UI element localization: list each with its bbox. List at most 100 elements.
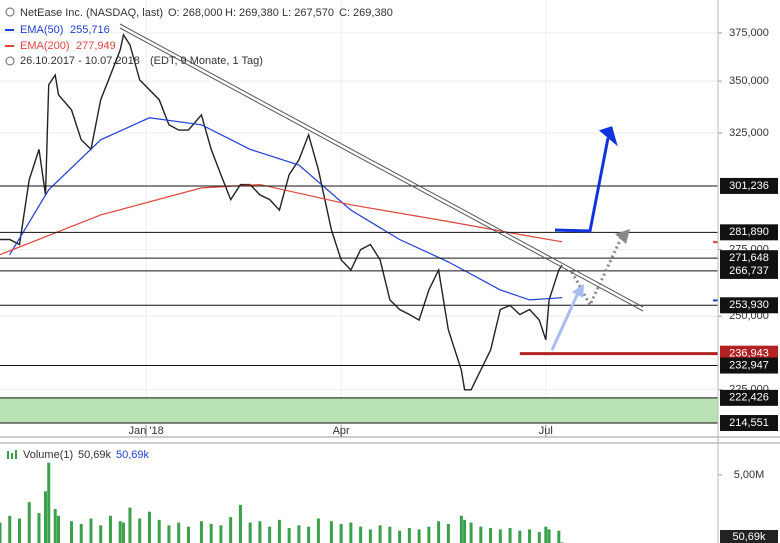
volume-bar xyxy=(258,521,262,543)
volume-bar xyxy=(157,519,161,543)
volume-bar xyxy=(528,529,532,543)
volume-bar xyxy=(108,515,112,543)
level-label: 232,947 xyxy=(729,359,769,371)
level-box xyxy=(720,224,778,241)
volume-bar xyxy=(479,526,483,543)
legend-name: EMA(200) xyxy=(20,40,70,52)
legend-value: 277,949 xyxy=(76,40,116,52)
volume-bar xyxy=(219,525,223,543)
date-range: 26.10.2017 - 10.07.2018 xyxy=(20,55,140,67)
x-tick-label: Jan '18 xyxy=(129,425,164,437)
volume-bar xyxy=(121,522,125,543)
volume-bar xyxy=(349,522,353,543)
trend-line xyxy=(119,27,644,312)
level-box xyxy=(720,262,778,279)
volume-bar xyxy=(339,523,343,543)
volume-legend: Volume(1) 50,69k 50,69k xyxy=(7,449,150,461)
level-box xyxy=(720,177,778,194)
volume-bar xyxy=(186,526,190,543)
volume-bar xyxy=(8,515,12,543)
volume-bar xyxy=(378,525,382,543)
header: NetEase Inc. (NASDAQ, last) O: 268,000 H… xyxy=(5,7,393,67)
volume-bar xyxy=(43,491,47,543)
series-line xyxy=(0,32,563,391)
x-tick-label: Apr xyxy=(333,425,350,437)
volume-bar xyxy=(518,530,522,543)
volume-bar xyxy=(544,526,548,543)
volume-value: 50,69k xyxy=(116,449,150,461)
volume-bar xyxy=(398,530,402,543)
volume-bar xyxy=(56,515,60,543)
volume-bar xyxy=(463,519,467,543)
level-box xyxy=(720,389,778,406)
volume-bar xyxy=(99,525,103,543)
ohlc: H: 269,380 xyxy=(225,7,279,19)
ohlc: O: 268,000 xyxy=(168,7,222,19)
icon xyxy=(15,450,17,459)
volume-bar xyxy=(238,504,242,543)
volume-bar xyxy=(427,526,431,543)
volume-bar xyxy=(229,517,233,543)
legend-name: EMA(50) xyxy=(20,24,63,36)
arrow-head xyxy=(615,229,630,244)
icon xyxy=(5,7,15,17)
volume-bar xyxy=(248,522,252,543)
y-tick-label: 350,000 xyxy=(729,75,769,87)
series-line xyxy=(9,117,563,301)
volume-bar xyxy=(537,532,541,543)
date-note: (EDT, 9 Monate, 1 Tag) xyxy=(150,55,263,67)
volume-bar xyxy=(557,530,561,543)
volume-bar xyxy=(547,529,551,543)
volume-bar xyxy=(307,526,311,543)
trend-line xyxy=(119,23,644,308)
volume-legend: Volume(1) xyxy=(23,449,73,461)
y-tick-label: 5,00M xyxy=(734,469,765,481)
volume-bar xyxy=(437,521,441,543)
arrow-head xyxy=(572,284,584,298)
volume-bar xyxy=(498,529,502,543)
volume-bar xyxy=(47,462,51,543)
y-tick-label: 375,000 xyxy=(729,27,769,39)
level-label: 266,737 xyxy=(729,265,769,277)
last-value-label: 50,69k xyxy=(732,531,766,543)
volume-value: 50,69k xyxy=(78,449,112,461)
volume-bar xyxy=(407,528,411,543)
volume-bar xyxy=(118,521,122,543)
volume-bar xyxy=(177,522,181,543)
icon xyxy=(11,453,13,459)
ohlc: L: 267,570 xyxy=(282,7,334,19)
level-box xyxy=(720,357,778,374)
volume-bar xyxy=(128,507,132,543)
support-zone xyxy=(0,397,718,424)
volume-bar xyxy=(69,521,73,543)
icon xyxy=(5,56,15,66)
last-value-box xyxy=(720,530,778,543)
volume-bar xyxy=(388,526,392,543)
volume-bar xyxy=(287,528,291,543)
volume-bar xyxy=(27,502,31,543)
level-label: 236,943 xyxy=(729,348,769,360)
volume-bar xyxy=(417,529,421,543)
icon xyxy=(7,451,9,459)
level-box xyxy=(720,297,778,314)
volume-bar xyxy=(147,511,151,543)
volume-bar xyxy=(138,518,142,543)
arrow-head xyxy=(598,126,618,147)
level-label: 222,426 xyxy=(729,392,769,404)
x-tick-label: Jul xyxy=(539,425,553,437)
volume-bar xyxy=(297,525,301,543)
volume-bar xyxy=(359,526,363,543)
volume-bar xyxy=(508,528,512,543)
volume-bar xyxy=(268,526,272,543)
volume-bar xyxy=(17,518,21,543)
ohlc: C: 269,380 xyxy=(339,7,393,19)
legend-value: 255,716 xyxy=(70,24,110,36)
volume-bar xyxy=(79,523,83,543)
volume-bar xyxy=(329,521,333,543)
level-box xyxy=(720,250,778,267)
arrow-up xyxy=(554,137,610,233)
level-label: 281,890 xyxy=(729,226,769,238)
volume-bar xyxy=(53,508,57,543)
volume-bar xyxy=(368,529,372,543)
